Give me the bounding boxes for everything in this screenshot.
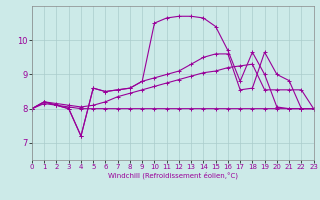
X-axis label: Windchill (Refroidissement éolien,°C): Windchill (Refroidissement éolien,°C) bbox=[108, 172, 238, 179]
